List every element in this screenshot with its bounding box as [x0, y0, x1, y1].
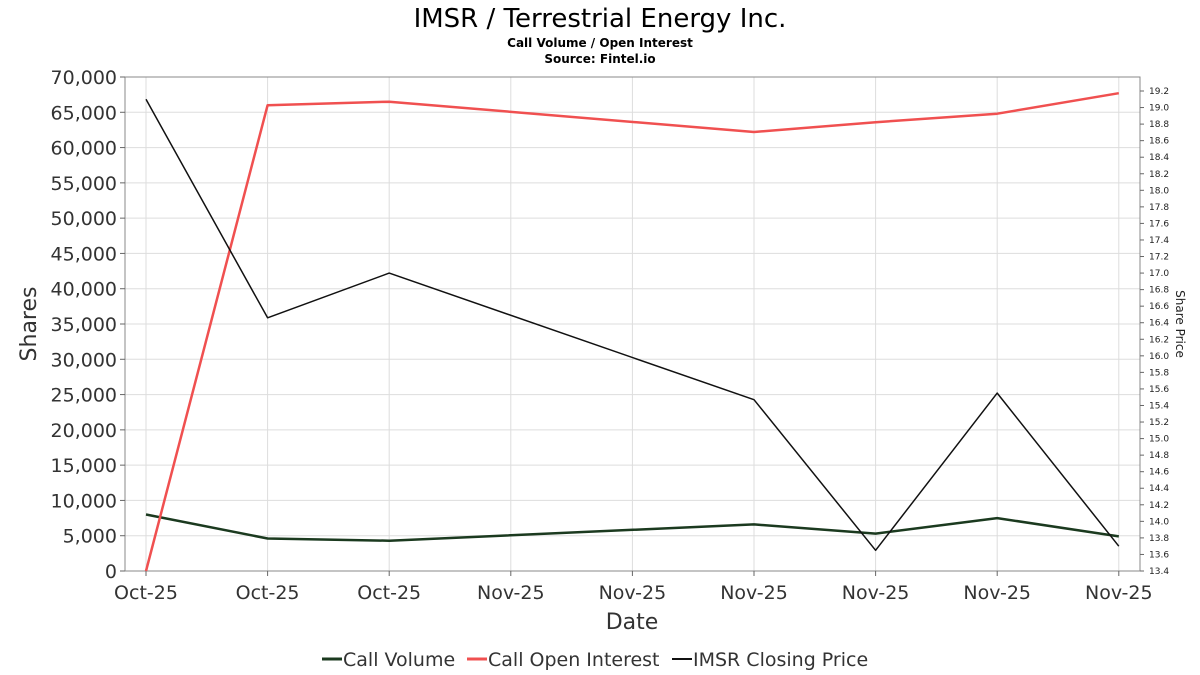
y-tick-label: 0: [105, 561, 117, 583]
grid-layer: [125, 76, 1140, 572]
x-tick-label: Oct-25: [236, 582, 300, 604]
y2-tick-label: 18.6: [1149, 137, 1169, 147]
series-line-imsr-closing-price: [145, 98, 1120, 552]
x-tick-label: Oct-25: [357, 582, 421, 604]
chart-source: Source: Fintel.io: [544, 52, 655, 66]
y2-tick-label: 16.6: [1149, 302, 1169, 312]
y2-tick-label: 17.4: [1149, 236, 1169, 246]
y2-axis-ticks: 13.4 13.6 13.8 14.0 14.2 14.4 14.6 14.8 15.0 15.2…: [1140, 87, 1169, 577]
x-tick-label: Nov-25: [477, 582, 545, 604]
y2-tick-label: 13.6: [1149, 550, 1169, 560]
y2-tick-label: 14.4: [1149, 484, 1169, 494]
y2-tick-label: 15.6: [1149, 385, 1169, 395]
y2-tick-label: 16.0: [1149, 352, 1169, 362]
x-tick-label: Nov-25: [599, 582, 667, 604]
y-tick-label: 15,000: [51, 455, 117, 477]
y-tick-label: 70,000: [51, 67, 117, 89]
y-tick-label: 65,000: [51, 102, 117, 124]
y-tick-label: 45,000: [51, 243, 117, 265]
y2-tick-label: 17.0: [1149, 269, 1169, 279]
y2-tick-label: 16.8: [1149, 286, 1169, 296]
x-tick-label: Nov-25: [963, 582, 1031, 604]
legend-label-imsr-closing-price: IMSR Closing Price: [693, 649, 868, 671]
x-axis-label: Date: [606, 610, 659, 635]
y2-tick-label: 17.6: [1149, 219, 1169, 229]
x-axis-ticks: Oct-25 Oct-25 Oct-25 Nov-25 Nov-25 Nov-25 Nov-…: [114, 571, 1153, 604]
y2-tick-label: 15.2: [1149, 418, 1169, 428]
y2-axis-label: Share Price: [1173, 290, 1187, 358]
y2-tick-label: 17.2: [1149, 253, 1169, 263]
y2-tick-label: 18.2: [1149, 170, 1169, 180]
y2-tick-label: 15.8: [1149, 368, 1169, 378]
y-tick-label: 60,000: [51, 138, 117, 160]
legend-label-call-volume: Call Volume: [343, 649, 455, 671]
legend-label-call-open-interest: Call Open Interest: [488, 649, 660, 671]
y2-tick-label: 19.2: [1149, 87, 1169, 97]
y-tick-label: 25,000: [51, 385, 117, 407]
y-tick-label: 10,000: [51, 490, 117, 512]
y2-tick-label: 18.8: [1149, 120, 1169, 130]
x-tick-label: Nov-25: [842, 582, 910, 604]
y-tick-label: 20,000: [51, 420, 117, 442]
y2-tick-label: 14.8: [1149, 451, 1169, 461]
y-tick-label: 35,000: [51, 314, 117, 336]
y2-tick-label: 14.2: [1149, 501, 1169, 511]
y2-tick-label: 15.0: [1149, 435, 1169, 445]
y2-tick-label: 16.4: [1149, 319, 1169, 329]
y-tick-label: 55,000: [51, 173, 117, 195]
x-tick-label: Nov-25: [720, 582, 788, 604]
y2-tick-label: 16.2: [1149, 335, 1169, 345]
series-layer: [144, 91, 1120, 572]
y2-tick-label: 18.0: [1149, 186, 1169, 196]
chart-title: IMSR / Terrestrial Energy Inc.: [414, 4, 787, 34]
y2-tick-label: 18.4: [1149, 153, 1169, 163]
legend: Call Volume Call Open Interest IMSR Clos…: [322, 649, 868, 671]
x-tick-label: Oct-25: [114, 582, 178, 604]
y2-tick-label: 13.4: [1149, 567, 1169, 577]
y2-tick-label: 14.6: [1149, 468, 1169, 478]
y-axis-ticks: 0 5,000 10,000 15,000 20,000 25,000 30,000 35,0…: [51, 67, 125, 583]
y2-tick-label: 14.0: [1149, 517, 1169, 527]
y-tick-label: 40,000: [51, 279, 117, 301]
series-line-call-volume: [145, 513, 1119, 542]
chart-subtitle: Call Volume / Open Interest: [507, 36, 693, 50]
y2-tick-label: 19.0: [1149, 104, 1169, 114]
y2-tick-label: 13.8: [1149, 534, 1169, 544]
series-line-call-open-interest: [144, 91, 1120, 572]
y2-tick-label: 17.8: [1149, 203, 1169, 213]
y-tick-label: 5,000: [63, 526, 117, 548]
y2-tick-label: 15.4: [1149, 401, 1169, 411]
y-tick-label: 50,000: [51, 208, 117, 230]
x-tick-label: Nov-25: [1085, 582, 1153, 604]
y-axis-label: Shares: [17, 287, 42, 362]
y-tick-label: 30,000: [51, 349, 117, 371]
